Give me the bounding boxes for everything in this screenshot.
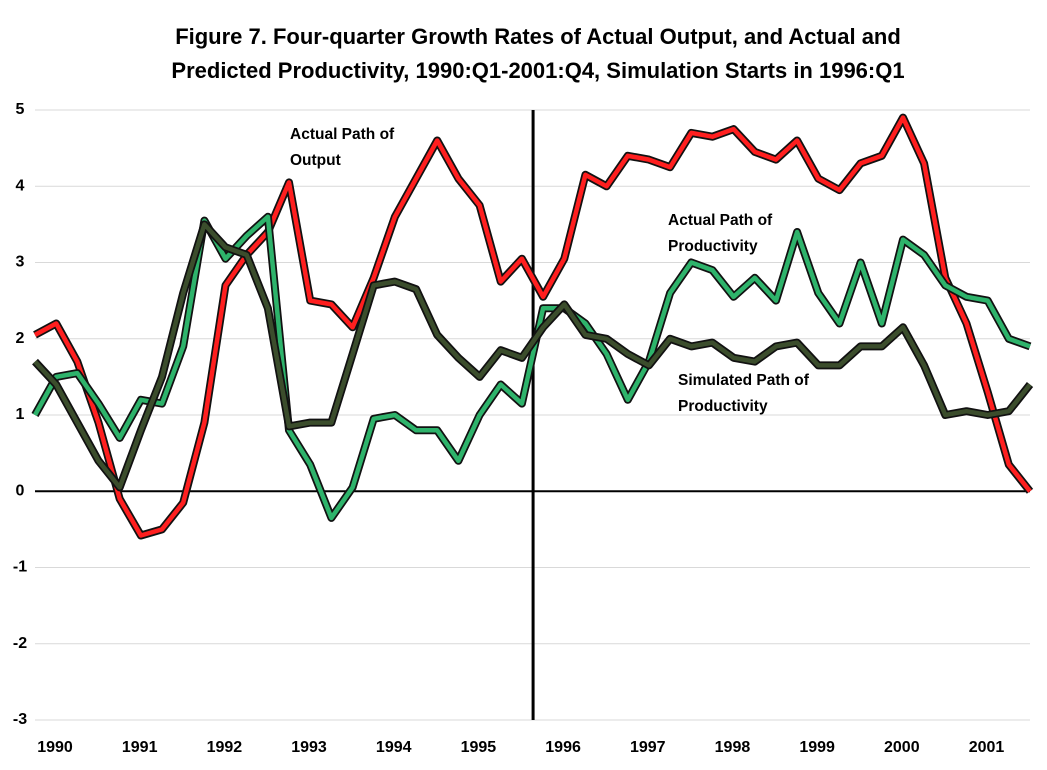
x-tick-label: 1995 <box>461 739 497 756</box>
x-tick-label: 1998 <box>715 739 751 756</box>
annotation: Productivity <box>668 238 758 255</box>
series-line <box>33 222 1032 490</box>
lines <box>31 113 1034 540</box>
x-tick-label: 1993 <box>291 739 327 756</box>
y-tick-label: 5 <box>16 101 25 118</box>
x-tick-label: 2001 <box>969 739 1005 756</box>
y-tick-label: -2 <box>13 635 27 652</box>
x-tick-label: 1999 <box>799 739 835 756</box>
annotation: Actual Path of <box>290 126 395 143</box>
x-tick-label: 1992 <box>207 739 243 756</box>
annotation: Output <box>290 152 341 169</box>
annotation: Simulated Path of <box>678 372 810 389</box>
y-tick-label: 1 <box>16 406 25 423</box>
grid <box>35 109 1030 721</box>
y-tick-label: 0 <box>16 482 25 499</box>
y-tick-label: 2 <box>16 330 25 347</box>
chart-title: Figure 7. Four-quarter Growth Rates of A… <box>175 24 901 49</box>
series-line <box>33 115 1032 538</box>
x-tick-label: 1996 <box>545 739 581 756</box>
y-tick-label: -1 <box>13 559 27 576</box>
annotation: Productivity <box>678 398 768 415</box>
x-tick-label: 2000 <box>884 739 920 756</box>
x-tick-label: 1991 <box>122 739 158 756</box>
chart-title: Predicted Productivity, 1990:Q1-2001:Q4,… <box>171 58 904 83</box>
y-tick-label: -3 <box>13 711 27 728</box>
x-tick-label: 1997 <box>630 739 666 756</box>
y-tick-label: 4 <box>16 177 25 194</box>
x-tick-label: 1994 <box>376 739 412 756</box>
x-tick-label: 1990 <box>37 739 73 756</box>
annotation: Actual Path of <box>668 212 773 229</box>
y-tick-label: 3 <box>16 254 25 271</box>
